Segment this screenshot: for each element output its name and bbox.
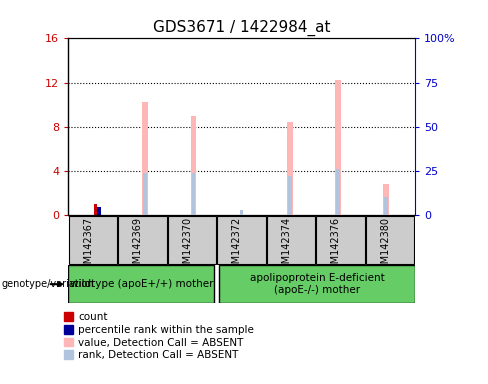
Bar — [267, 216, 315, 264]
Bar — [168, 216, 216, 264]
Bar — [98, 207, 101, 215]
Bar — [68, 265, 214, 303]
Text: GSM142376: GSM142376 — [330, 217, 341, 276]
Text: GSM142374: GSM142374 — [281, 217, 291, 276]
Text: GSM142380: GSM142380 — [380, 217, 390, 276]
Bar — [383, 184, 389, 215]
Bar — [219, 265, 415, 303]
Bar — [336, 169, 340, 215]
Bar — [240, 210, 244, 215]
Text: apolipoprotein E-deficient
(apoE-/-) mother: apolipoprotein E-deficient (apoE-/-) mot… — [250, 273, 385, 295]
Bar — [143, 173, 147, 215]
Bar — [217, 216, 266, 264]
Bar — [288, 176, 292, 215]
Text: wildtype (apoE+/+) mother: wildtype (apoE+/+) mother — [70, 279, 213, 289]
Bar — [366, 216, 414, 264]
Bar — [118, 216, 167, 264]
Legend: count, percentile rank within the sample, value, Detection Call = ABSENT, rank, : count, percentile rank within the sample… — [64, 313, 254, 360]
Bar — [335, 80, 341, 215]
Bar — [190, 116, 196, 215]
Title: GDS3671 / 1422984_at: GDS3671 / 1422984_at — [153, 20, 330, 36]
Text: genotype/variation: genotype/variation — [1, 279, 94, 289]
Text: GSM142370: GSM142370 — [182, 217, 192, 276]
Bar — [191, 173, 195, 215]
Text: GSM142372: GSM142372 — [232, 217, 242, 276]
Bar — [142, 103, 148, 215]
Text: GSM142367: GSM142367 — [83, 217, 93, 276]
Bar — [94, 204, 97, 215]
Text: GSM142369: GSM142369 — [133, 217, 142, 276]
Bar — [384, 197, 388, 215]
Bar — [287, 122, 293, 215]
Bar — [316, 216, 365, 264]
Bar — [69, 216, 117, 264]
